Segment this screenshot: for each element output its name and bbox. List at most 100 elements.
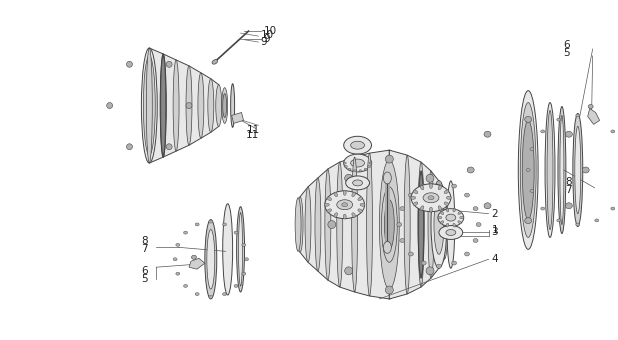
- Polygon shape: [150, 48, 219, 163]
- Ellipse shape: [383, 241, 391, 253]
- Ellipse shape: [359, 170, 362, 172]
- Text: 10: 10: [260, 30, 274, 40]
- Ellipse shape: [557, 219, 561, 222]
- Ellipse shape: [160, 54, 166, 157]
- Ellipse shape: [428, 171, 434, 278]
- Ellipse shape: [444, 190, 449, 193]
- Ellipse shape: [222, 223, 226, 226]
- Ellipse shape: [573, 114, 583, 226]
- Ellipse shape: [222, 293, 226, 295]
- Ellipse shape: [350, 141, 365, 149]
- Ellipse shape: [352, 157, 358, 292]
- Ellipse shape: [397, 223, 402, 226]
- Ellipse shape: [297, 197, 303, 252]
- Ellipse shape: [519, 91, 538, 249]
- Ellipse shape: [186, 103, 192, 108]
- Ellipse shape: [386, 155, 393, 163]
- Ellipse shape: [386, 286, 393, 294]
- Ellipse shape: [446, 214, 456, 221]
- Ellipse shape: [447, 181, 455, 268]
- Ellipse shape: [216, 85, 222, 126]
- Ellipse shape: [334, 192, 337, 197]
- Ellipse shape: [453, 223, 455, 227]
- Ellipse shape: [143, 56, 155, 155]
- Ellipse shape: [438, 206, 442, 210]
- Text: 5: 5: [142, 274, 148, 284]
- Ellipse shape: [465, 252, 470, 256]
- Ellipse shape: [442, 191, 448, 258]
- Ellipse shape: [558, 106, 566, 234]
- Polygon shape: [232, 113, 243, 123]
- Ellipse shape: [237, 207, 245, 292]
- Ellipse shape: [358, 197, 362, 201]
- Ellipse shape: [582, 167, 589, 173]
- Ellipse shape: [611, 207, 615, 210]
- Ellipse shape: [557, 118, 561, 121]
- Ellipse shape: [413, 190, 418, 193]
- Ellipse shape: [400, 238, 405, 242]
- Ellipse shape: [473, 238, 478, 242]
- Ellipse shape: [364, 168, 367, 170]
- Ellipse shape: [421, 261, 426, 265]
- Ellipse shape: [343, 162, 346, 164]
- Ellipse shape: [452, 261, 457, 265]
- Ellipse shape: [430, 207, 433, 212]
- Ellipse shape: [222, 204, 232, 295]
- Ellipse shape: [400, 207, 405, 210]
- Ellipse shape: [611, 130, 615, 133]
- Ellipse shape: [560, 116, 564, 224]
- Text: 5: 5: [563, 48, 570, 58]
- Ellipse shape: [166, 61, 172, 67]
- Ellipse shape: [343, 190, 346, 195]
- Ellipse shape: [436, 264, 441, 268]
- Ellipse shape: [166, 144, 172, 150]
- Ellipse shape: [444, 202, 449, 205]
- Ellipse shape: [344, 154, 371, 172]
- Ellipse shape: [434, 195, 444, 254]
- Ellipse shape: [525, 116, 531, 122]
- Ellipse shape: [446, 230, 456, 236]
- Ellipse shape: [595, 118, 599, 121]
- Ellipse shape: [207, 230, 215, 289]
- Ellipse shape: [426, 174, 434, 182]
- Ellipse shape: [458, 211, 462, 215]
- Ellipse shape: [360, 203, 365, 206]
- Ellipse shape: [315, 178, 321, 271]
- Ellipse shape: [525, 218, 531, 224]
- Ellipse shape: [127, 144, 132, 150]
- Ellipse shape: [231, 84, 235, 128]
- Ellipse shape: [484, 203, 491, 209]
- Ellipse shape: [413, 202, 418, 205]
- Ellipse shape: [379, 160, 399, 289]
- Ellipse shape: [565, 131, 572, 137]
- Ellipse shape: [473, 207, 478, 210]
- Ellipse shape: [173, 60, 179, 151]
- Ellipse shape: [411, 196, 416, 199]
- Ellipse shape: [328, 221, 336, 228]
- Ellipse shape: [438, 185, 442, 190]
- Ellipse shape: [576, 114, 580, 117]
- Ellipse shape: [440, 211, 444, 215]
- Text: 1: 1: [491, 224, 498, 235]
- Ellipse shape: [520, 103, 536, 237]
- Ellipse shape: [418, 162, 424, 287]
- Ellipse shape: [352, 213, 355, 217]
- Ellipse shape: [234, 231, 238, 234]
- Ellipse shape: [443, 221, 451, 228]
- Ellipse shape: [327, 209, 331, 212]
- Ellipse shape: [353, 180, 363, 186]
- Ellipse shape: [358, 209, 362, 212]
- Ellipse shape: [195, 223, 199, 226]
- Ellipse shape: [327, 197, 331, 201]
- Ellipse shape: [576, 223, 580, 226]
- Polygon shape: [189, 258, 205, 269]
- Ellipse shape: [146, 48, 152, 163]
- Text: 11: 11: [247, 125, 260, 135]
- Ellipse shape: [344, 136, 371, 154]
- Ellipse shape: [369, 162, 372, 164]
- Ellipse shape: [408, 193, 413, 197]
- Ellipse shape: [476, 223, 481, 226]
- Ellipse shape: [242, 243, 246, 246]
- Ellipse shape: [384, 200, 394, 249]
- Ellipse shape: [419, 175, 423, 274]
